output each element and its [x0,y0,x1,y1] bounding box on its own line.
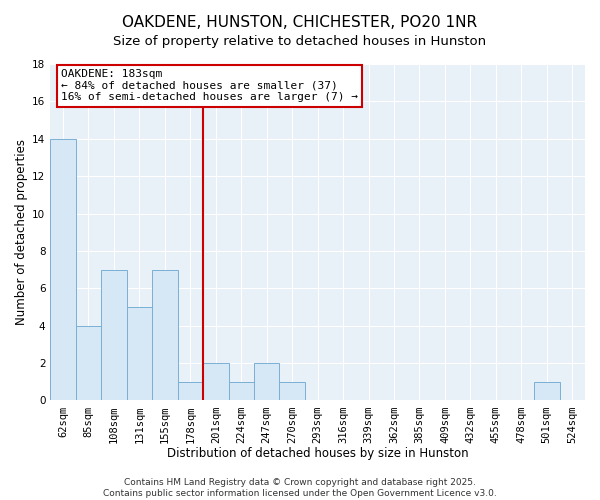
Text: Contains HM Land Registry data © Crown copyright and database right 2025.
Contai: Contains HM Land Registry data © Crown c… [103,478,497,498]
Bar [280,382,305,400]
Bar [534,382,560,400]
Bar [101,270,127,400]
Bar [50,139,76,400]
X-axis label: Distribution of detached houses by size in Hunston: Distribution of detached houses by size … [167,447,469,460]
Text: OAKDENE, HUNSTON, CHICHESTER, PO20 1NR: OAKDENE, HUNSTON, CHICHESTER, PO20 1NR [122,15,478,30]
Bar [203,363,229,401]
Bar [127,307,152,400]
Bar [76,326,101,400]
Text: OAKDENE: 183sqm
← 84% of detached houses are smaller (37)
16% of semi-detached h: OAKDENE: 183sqm ← 84% of detached houses… [61,69,358,102]
Y-axis label: Number of detached properties: Number of detached properties [15,139,28,325]
Bar [229,382,254,400]
Bar [178,382,203,400]
Text: Size of property relative to detached houses in Hunston: Size of property relative to detached ho… [113,35,487,48]
Bar [152,270,178,400]
Bar [254,363,280,401]
